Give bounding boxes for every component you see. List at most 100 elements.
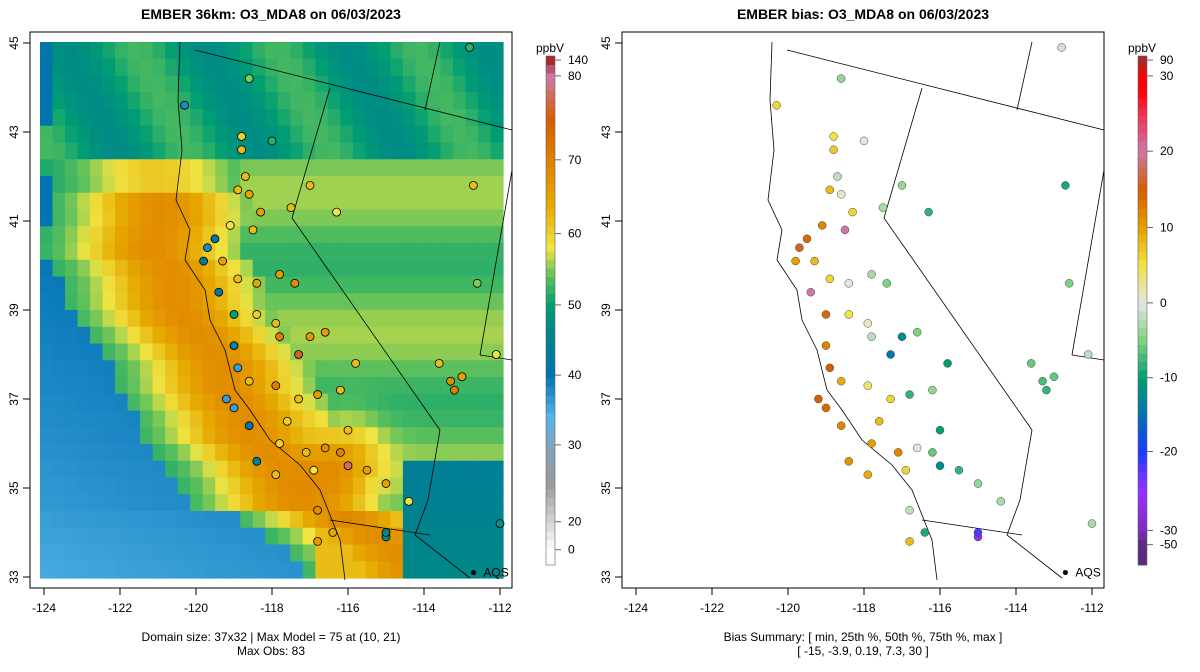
colorbar-swatch bbox=[1138, 531, 1147, 541]
grid-cell bbox=[40, 310, 54, 328]
grid-cell bbox=[427, 444, 442, 462]
grid-cell bbox=[102, 293, 116, 311]
grid-cell bbox=[427, 326, 442, 345]
grid-cell bbox=[365, 427, 379, 445]
grid-cell bbox=[277, 360, 291, 378]
grid-cell bbox=[327, 360, 341, 378]
grid-cell bbox=[327, 109, 341, 127]
grid-cell bbox=[77, 109, 91, 127]
grid-cell bbox=[302, 527, 316, 546]
grid-cell bbox=[90, 393, 104, 412]
grid-cell bbox=[115, 259, 129, 278]
grid-cell bbox=[102, 75, 116, 93]
grid-cell bbox=[365, 92, 379, 110]
station-marker bbox=[305, 180, 315, 190]
colorbar-swatch bbox=[1138, 352, 1147, 362]
grid-cell bbox=[440, 259, 454, 278]
grid-cell bbox=[240, 477, 254, 495]
grid-cell bbox=[415, 92, 429, 110]
grid-cell bbox=[40, 42, 54, 60]
grid-cell bbox=[140, 142, 154, 160]
colorbar-swatch bbox=[1138, 98, 1147, 108]
grid-cell bbox=[402, 293, 417, 311]
station-marker bbox=[446, 376, 456, 386]
grid-cell bbox=[490, 142, 504, 160]
station-marker bbox=[244, 74, 254, 83]
grid-cell bbox=[77, 75, 91, 93]
grid-cell bbox=[340, 243, 354, 261]
grid-cell bbox=[402, 109, 417, 127]
station-marker bbox=[229, 341, 239, 351]
colorbar-tick-label: 0 bbox=[568, 543, 575, 557]
colorbar-swatch bbox=[1138, 268, 1147, 278]
station-marker bbox=[825, 185, 835, 195]
grid-cell bbox=[102, 209, 116, 227]
grid-cell bbox=[240, 109, 254, 127]
grid-cell bbox=[165, 125, 179, 144]
grid-cell bbox=[215, 209, 229, 227]
grid-cell bbox=[202, 42, 216, 60]
grid-cell bbox=[290, 75, 304, 93]
grid-cell bbox=[40, 142, 54, 160]
grid-cell bbox=[90, 142, 104, 160]
station-marker bbox=[351, 358, 361, 368]
grid-cell bbox=[215, 42, 229, 60]
station-marker bbox=[1057, 43, 1066, 52]
grid-cell bbox=[327, 176, 341, 194]
grid-cell bbox=[52, 58, 66, 77]
station-marker bbox=[791, 256, 800, 266]
grid-cell bbox=[315, 142, 329, 160]
grid-cell bbox=[315, 125, 329, 144]
grid-cell bbox=[477, 159, 492, 177]
bias-map-plot: AQS -124 -122 -120 -118 -116 -114 -112 33 35 37 39 4… bbox=[599, 31, 1178, 615]
grid-cell bbox=[102, 58, 116, 77]
station-marker bbox=[825, 363, 835, 373]
grid-cell bbox=[240, 544, 254, 562]
grid-cell bbox=[165, 343, 179, 361]
grid-cell bbox=[265, 427, 279, 445]
grid-cell bbox=[90, 511, 104, 529]
station-marker bbox=[1049, 372, 1059, 381]
grid-cell bbox=[165, 159, 179, 177]
chart-title: EMBER 36km: O3_MDA8 on 06/03/2023 bbox=[141, 6, 401, 22]
grid-cell bbox=[440, 527, 454, 546]
grid-cell bbox=[177, 460, 191, 479]
grid-cell bbox=[352, 310, 366, 328]
colorbar-swatch bbox=[1138, 89, 1147, 99]
grid-cell bbox=[452, 343, 467, 361]
colorbar-swatch bbox=[1138, 429, 1147, 439]
grid-cell bbox=[40, 460, 54, 479]
grid-cell bbox=[140, 477, 154, 495]
grid-cell bbox=[327, 259, 341, 278]
grid-cell bbox=[377, 460, 391, 479]
x-tick-label: -124 bbox=[624, 601, 648, 615]
grid-cell bbox=[77, 477, 91, 495]
grid-cell bbox=[440, 360, 454, 378]
colorbar-swatch bbox=[546, 480, 555, 490]
grid-cell bbox=[290, 360, 304, 378]
grid-cell bbox=[452, 427, 467, 445]
grid-cell bbox=[215, 410, 229, 428]
grid-cell bbox=[90, 75, 104, 93]
grid-cell bbox=[477, 427, 492, 445]
colorbar-swatch bbox=[1138, 56, 1147, 65]
grid-cell bbox=[365, 276, 379, 294]
station-marker bbox=[1064, 279, 1074, 288]
grid-cell bbox=[390, 444, 404, 462]
grid-cell bbox=[490, 75, 504, 93]
grid-cell bbox=[65, 393, 79, 412]
grid-cell bbox=[40, 293, 54, 311]
grid-cell bbox=[452, 42, 467, 60]
grid-cell bbox=[415, 75, 429, 93]
colorbar-swatch bbox=[1138, 123, 1147, 133]
grid-cell bbox=[277, 444, 291, 462]
grid-cell bbox=[90, 427, 104, 445]
colorbar-swatch bbox=[1138, 149, 1147, 159]
grid-cell bbox=[240, 460, 254, 479]
grid-cell bbox=[77, 42, 91, 60]
grid-cell bbox=[127, 561, 141, 579]
grid-cell bbox=[215, 460, 229, 479]
grid-cell bbox=[165, 377, 179, 395]
station-marker bbox=[874, 417, 884, 426]
grid-cell bbox=[315, 360, 329, 378]
